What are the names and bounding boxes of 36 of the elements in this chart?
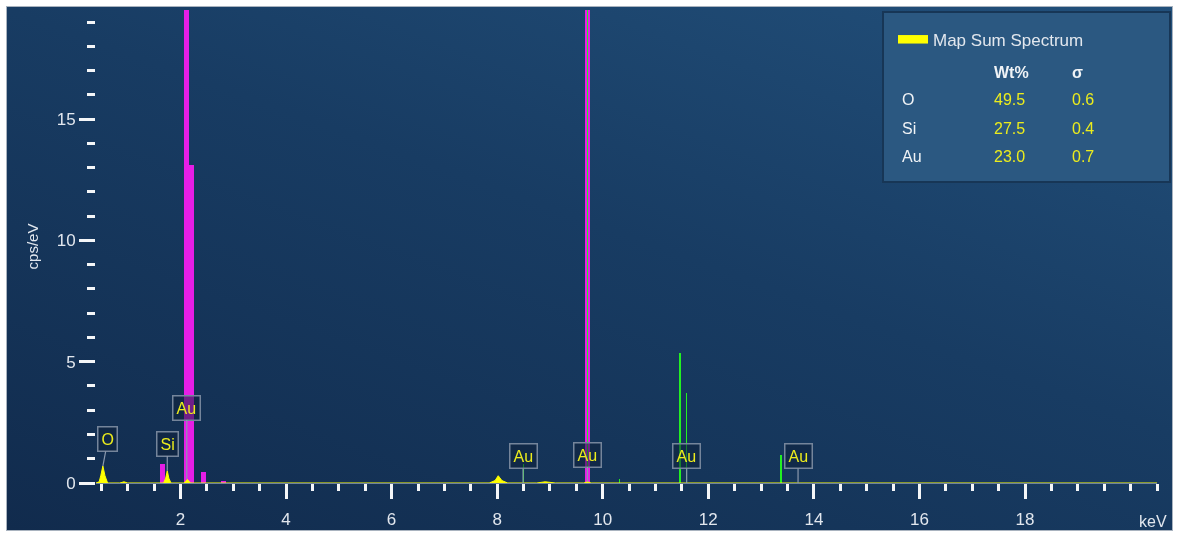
annotation: Si (160, 435, 175, 453)
legend-label: Map Sum Spectrum (933, 31, 1084, 51)
bar (160, 463, 165, 483)
annotation: 27.5 (994, 120, 1026, 137)
x-tick-label: 8 (492, 510, 502, 530)
y-tick-label: 5 (66, 352, 76, 372)
annotation: 0.7 (1072, 148, 1095, 165)
annotation: 0.6 (1072, 91, 1095, 108)
y-tick-label: 0 (66, 473, 76, 493)
x-tick-label: 14 (804, 510, 824, 530)
annotation: Au (902, 148, 922, 165)
x-tick-label: 2 (175, 510, 186, 530)
annotation: O (101, 430, 114, 448)
y-axis-title: cps/eV (23, 223, 41, 270)
annotation: 49.5 (994, 91, 1026, 108)
x-tick-label: 6 (386, 510, 397, 530)
annotation: 0.4 (1072, 120, 1095, 137)
annotation: Au (676, 447, 697, 465)
bar (200, 472, 206, 483)
annotation: σ (1072, 64, 1083, 81)
x-tick-label: 18 (1015, 510, 1035, 530)
annotation: Si (902, 120, 917, 137)
annotation: Au (788, 447, 809, 465)
annotation: Au (577, 446, 598, 464)
x-tick-label: 12 (698, 510, 718, 530)
x-tick-label: 4 (281, 510, 291, 530)
x-tick-label: 10 (593, 510, 613, 530)
annotation: O (902, 91, 915, 108)
annotation: 23.0 (994, 148, 1026, 165)
y-tick-label: 10 (56, 231, 76, 251)
y-tick-label: 15 (56, 110, 76, 130)
x-axis-title: keV (1139, 513, 1167, 530)
annotation: Wt% (994, 64, 1029, 81)
x-tick-label: 16 (910, 510, 929, 530)
annotation: Au (513, 447, 534, 465)
annotation: Au (176, 399, 197, 417)
